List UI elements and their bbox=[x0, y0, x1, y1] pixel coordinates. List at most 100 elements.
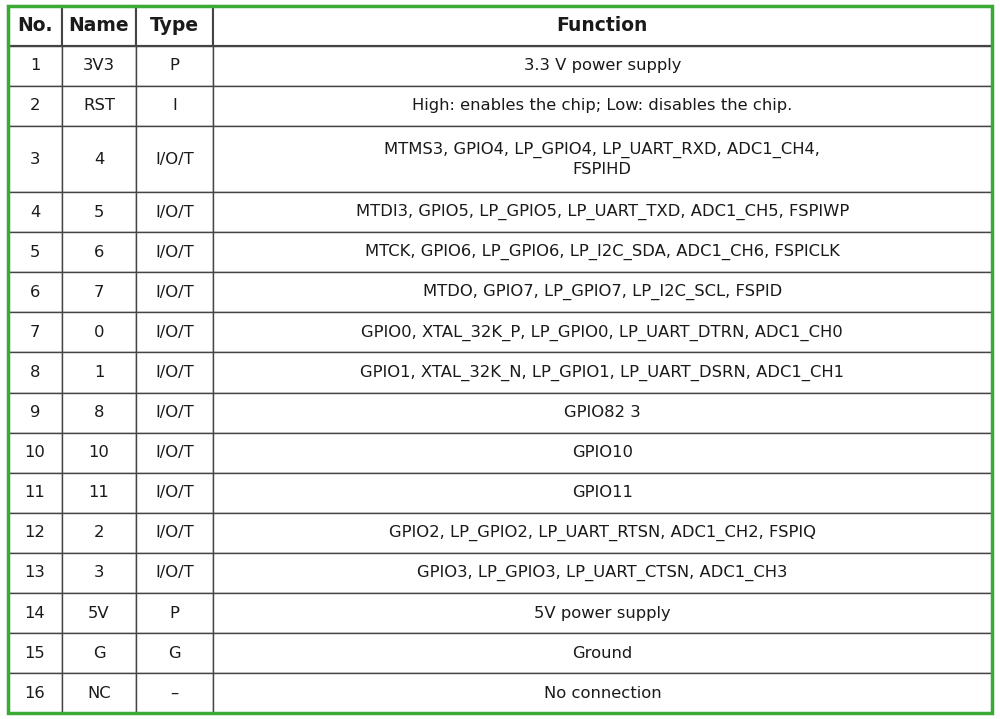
Text: I/O/T: I/O/T bbox=[155, 285, 194, 300]
Bar bbox=[62, 393, 136, 433]
Text: G: G bbox=[168, 646, 181, 661]
Text: 14: 14 bbox=[25, 605, 45, 620]
Bar bbox=[62, 593, 136, 633]
Text: 12: 12 bbox=[25, 526, 45, 541]
Bar bbox=[136, 513, 213, 553]
Bar bbox=[136, 192, 213, 232]
Text: GPIO3, LP_GPIO3, LP_UART_CTSN, ADC1_CH3: GPIO3, LP_GPIO3, LP_UART_CTSN, ADC1_CH3 bbox=[417, 565, 788, 581]
Text: 4: 4 bbox=[94, 152, 104, 167]
Text: NC: NC bbox=[87, 686, 111, 701]
Bar bbox=[136, 312, 213, 352]
Bar bbox=[213, 513, 992, 553]
Text: 3: 3 bbox=[30, 152, 40, 167]
Bar bbox=[136, 673, 213, 713]
Bar bbox=[62, 6, 136, 46]
Bar bbox=[136, 352, 213, 393]
Text: I/O/T: I/O/T bbox=[155, 485, 194, 500]
Text: I/O/T: I/O/T bbox=[155, 365, 194, 380]
Text: Name: Name bbox=[69, 17, 129, 35]
Bar bbox=[8, 433, 62, 472]
Text: RST: RST bbox=[83, 99, 115, 114]
Text: 11: 11 bbox=[89, 485, 109, 500]
Bar bbox=[62, 46, 136, 86]
Bar bbox=[213, 433, 992, 472]
Bar bbox=[62, 513, 136, 553]
Text: I/O/T: I/O/T bbox=[155, 445, 194, 460]
Text: I/O/T: I/O/T bbox=[155, 565, 194, 580]
Bar bbox=[62, 192, 136, 232]
Bar bbox=[136, 472, 213, 513]
Text: 15: 15 bbox=[25, 646, 45, 661]
Bar bbox=[8, 232, 62, 273]
Bar bbox=[8, 6, 62, 46]
Bar bbox=[62, 86, 136, 126]
Text: 5V: 5V bbox=[88, 605, 110, 620]
Text: GPIO11: GPIO11 bbox=[572, 485, 633, 500]
Text: 16: 16 bbox=[25, 686, 45, 701]
Bar bbox=[136, 633, 213, 673]
Text: I/O/T: I/O/T bbox=[155, 526, 194, 541]
Text: No.: No. bbox=[17, 17, 53, 35]
Bar bbox=[8, 472, 62, 513]
Text: 1: 1 bbox=[30, 58, 40, 73]
Bar bbox=[213, 673, 992, 713]
Bar bbox=[213, 192, 992, 232]
Bar bbox=[136, 273, 213, 312]
Bar bbox=[213, 633, 992, 673]
Text: 7: 7 bbox=[30, 325, 40, 340]
Bar bbox=[8, 312, 62, 352]
Text: GPIO2, LP_GPIO2, LP_UART_RTSN, ADC1_CH2, FSPIQ: GPIO2, LP_GPIO2, LP_UART_RTSN, ADC1_CH2,… bbox=[389, 525, 816, 541]
Text: P: P bbox=[169, 58, 179, 73]
Bar bbox=[213, 126, 992, 192]
Bar bbox=[213, 6, 992, 46]
Bar bbox=[62, 232, 136, 273]
Bar bbox=[8, 46, 62, 86]
Bar bbox=[8, 673, 62, 713]
Text: 11: 11 bbox=[25, 485, 45, 500]
Bar bbox=[8, 513, 62, 553]
Text: 3.3 V power supply: 3.3 V power supply bbox=[524, 58, 681, 73]
Bar bbox=[62, 273, 136, 312]
Bar bbox=[136, 433, 213, 472]
Bar bbox=[8, 633, 62, 673]
Text: P: P bbox=[169, 605, 179, 620]
Text: I: I bbox=[172, 99, 177, 114]
Text: 5: 5 bbox=[94, 205, 104, 220]
Bar bbox=[8, 126, 62, 192]
Text: 1: 1 bbox=[94, 365, 104, 380]
Bar bbox=[213, 472, 992, 513]
Bar bbox=[62, 553, 136, 593]
Bar bbox=[8, 553, 62, 593]
Bar bbox=[136, 393, 213, 433]
Text: MTCK, GPIO6, LP_GPIO6, LP_I2C_SDA, ADC1_CH6, FSPICLK: MTCK, GPIO6, LP_GPIO6, LP_I2C_SDA, ADC1_… bbox=[365, 244, 840, 260]
Bar bbox=[213, 46, 992, 86]
Bar bbox=[8, 593, 62, 633]
Text: 0: 0 bbox=[94, 325, 104, 340]
Text: I/O/T: I/O/T bbox=[155, 244, 194, 260]
Bar bbox=[62, 633, 136, 673]
Text: Function: Function bbox=[557, 17, 648, 35]
Text: 9: 9 bbox=[30, 405, 40, 420]
Bar bbox=[136, 46, 213, 86]
Bar bbox=[8, 393, 62, 433]
Bar bbox=[136, 593, 213, 633]
Text: High: enables the chip; Low: disables the chip.: High: enables the chip; Low: disables th… bbox=[412, 99, 792, 114]
Bar bbox=[213, 352, 992, 393]
Bar bbox=[213, 312, 992, 352]
Text: Type: Type bbox=[150, 17, 199, 35]
Bar bbox=[62, 433, 136, 472]
Text: I/O/T: I/O/T bbox=[155, 205, 194, 220]
Bar bbox=[8, 86, 62, 126]
Text: 10: 10 bbox=[25, 445, 45, 460]
Bar bbox=[8, 352, 62, 393]
Text: 5: 5 bbox=[30, 244, 40, 260]
Bar bbox=[136, 232, 213, 273]
Text: 6: 6 bbox=[94, 244, 104, 260]
Text: MTMS3, GPIO4, LP_GPIO4, LP_UART_RXD, ADC1_CH4,
FSPIHD: MTMS3, GPIO4, LP_GPIO4, LP_UART_RXD, ADC… bbox=[384, 142, 820, 177]
Text: 3: 3 bbox=[94, 565, 104, 580]
Text: I/O/T: I/O/T bbox=[155, 325, 194, 340]
Text: 8: 8 bbox=[94, 405, 104, 420]
Text: –: – bbox=[170, 686, 178, 701]
Text: GPIO1, XTAL_32K_N, LP_GPIO1, LP_UART_DSRN, ADC1_CH1: GPIO1, XTAL_32K_N, LP_GPIO1, LP_UART_DSR… bbox=[360, 365, 844, 380]
Bar bbox=[213, 86, 992, 126]
